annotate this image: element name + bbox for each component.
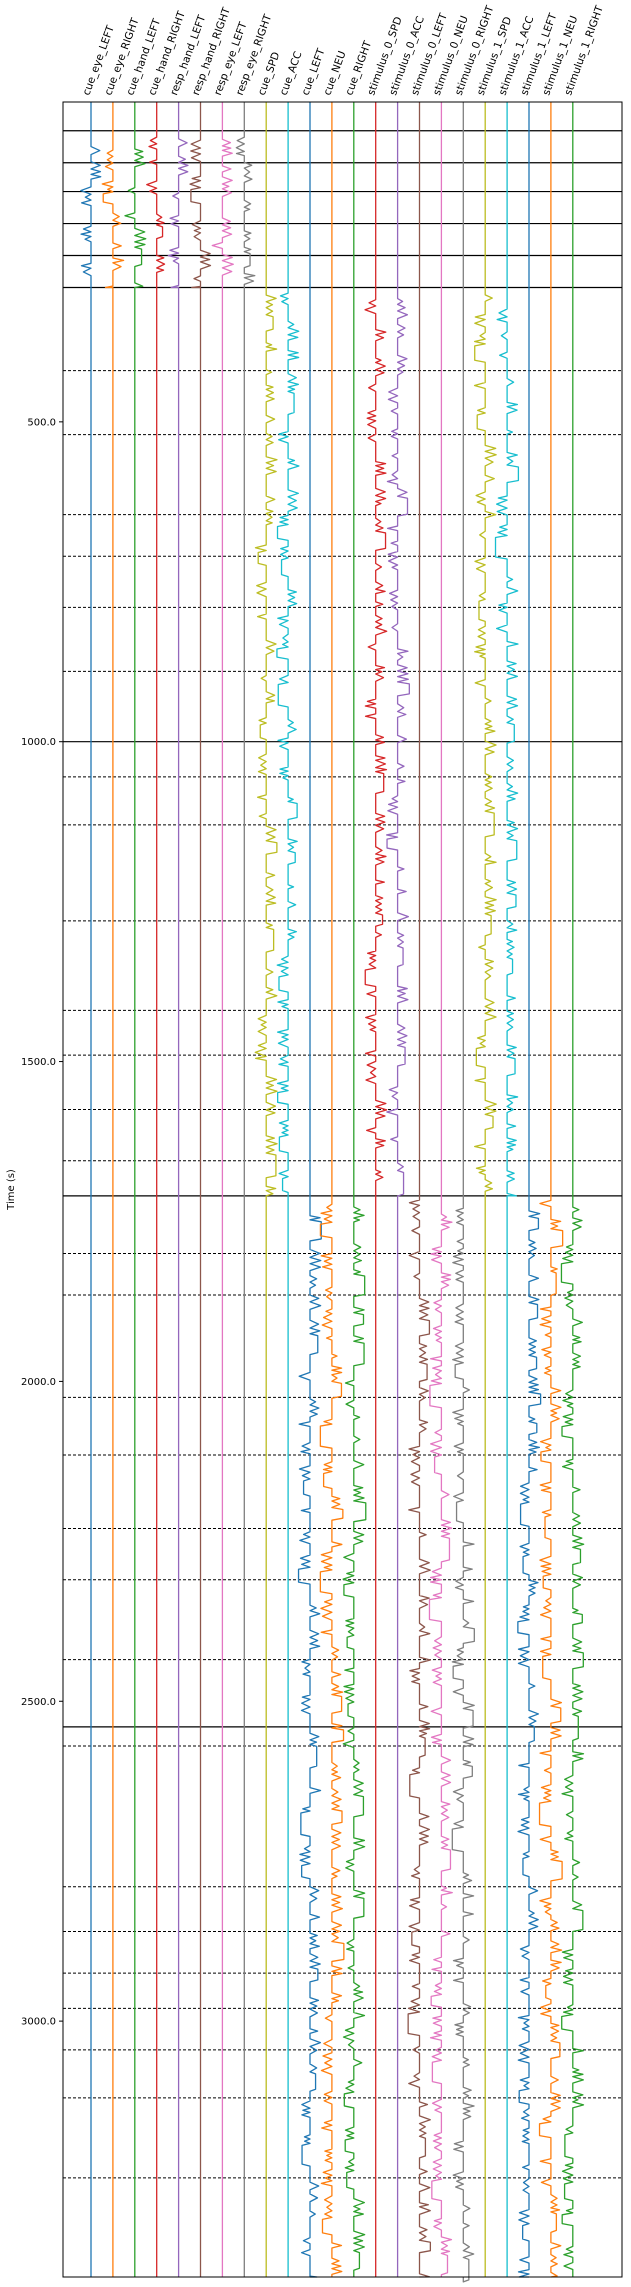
y-tick-label: 3000.0: [21, 2017, 56, 2028]
trace-stimulus_0_ACC: [386, 102, 410, 2277]
y-axis: 500.0 1000.0 1500.0 2000.0 2500.0 3000.0: [21, 417, 63, 2028]
channel-labels: cue_eye_LEFTcue_eye_RIGHTcue_hand_LEFTcu…: [81, 4, 607, 97]
channel-traces: [80, 102, 585, 2283]
trace-stimulus_1_SPD: [473, 102, 497, 2277]
trace-cue_hand_RIGHT: [146, 102, 166, 2277]
y-tick-label: 500.0: [27, 417, 56, 428]
trace-cue_eye_LEFT: [80, 102, 102, 2277]
trace-resp_eye_RIGHT: [235, 102, 256, 2277]
plot-frame: [62, 101, 623, 2278]
plot-background: [63, 102, 622, 2277]
y-tick-label: 1000.0: [21, 737, 56, 748]
trace-stimulus_0_SPD: [364, 102, 388, 2277]
trace-stimulus_1_LEFT: [517, 102, 542, 2278]
trace-resp_eye_LEFT: [211, 102, 234, 2277]
trace-resp_hand_LEFT: [167, 102, 189, 2277]
y-tick-label: 2000.0: [21, 1377, 56, 1388]
trace-cue_NEU: [319, 102, 345, 2277]
trace-cue_hand_LEFT: [124, 102, 147, 2277]
trace-cue_SPD: [254, 102, 278, 2277]
trace-stimulus_1_RIGHT: [560, 102, 585, 2277]
trace-cue_RIGHT: [342, 102, 367, 2277]
trace-cue_LEFT: [297, 102, 322, 2278]
trace-stimulus_1_ACC: [494, 102, 520, 2277]
y-tick-label: 1500.0: [21, 1057, 56, 1068]
trace-stimulus_1_NEU: [538, 102, 564, 2278]
y-axis-label: Time (s): [6, 1169, 17, 1211]
trace-cue_eye_RIGHT: [101, 102, 125, 2277]
trace-stimulus_0_NEU: [428, 102, 453, 2277]
y-tick-label: 2500.0: [21, 1697, 56, 1708]
trace-stimulus_0_LEFT: [407, 102, 432, 2278]
trace-stimulus_0_RIGHT: [451, 102, 475, 2283]
trace-cue_ACC: [276, 102, 300, 2277]
trace-resp_hand_RIGHT: [189, 102, 212, 2277]
